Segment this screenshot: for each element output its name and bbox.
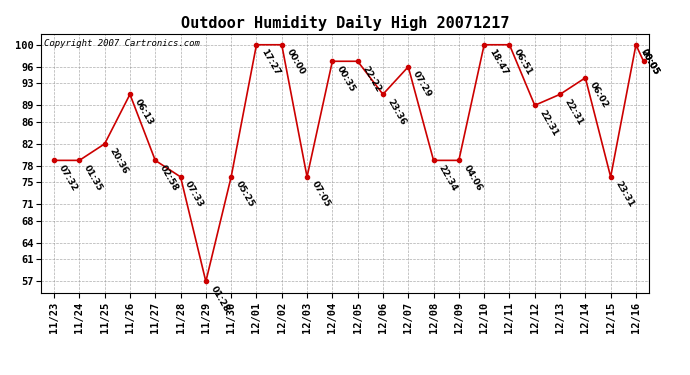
Text: 06:51: 06:51 — [512, 48, 534, 77]
Text: 20:36: 20:36 — [108, 147, 130, 176]
Text: Copyright 2007 Cartronics.com: Copyright 2007 Cartronics.com — [44, 39, 200, 48]
Text: 06:13: 06:13 — [132, 97, 155, 126]
Text: 07:05: 07:05 — [310, 180, 332, 209]
Text: 04:06: 04:06 — [462, 163, 484, 192]
Text: 01:28: 01:28 — [208, 284, 230, 314]
Text: 05:25: 05:25 — [234, 180, 256, 209]
Text: 18:47: 18:47 — [487, 48, 509, 77]
Text: 00:00: 00:00 — [284, 48, 306, 76]
Text: 06:02: 06:02 — [588, 81, 610, 110]
Text: 23:36: 23:36 — [386, 97, 408, 126]
Text: 07:32: 07:32 — [57, 163, 79, 192]
Text: 22:31: 22:31 — [538, 108, 560, 137]
Text: 07:29: 07:29 — [411, 69, 433, 99]
Text: 20:05: 20:05 — [639, 48, 661, 76]
Text: 22:22: 22:22 — [360, 64, 382, 93]
Text: 02:58: 02:58 — [158, 163, 180, 192]
Text: 07:33: 07:33 — [184, 180, 206, 209]
Text: 23:31: 23:31 — [613, 180, 635, 209]
Text: 00:05: 00:05 — [639, 48, 660, 76]
Text: 22:34: 22:34 — [436, 163, 458, 192]
Text: 01:35: 01:35 — [82, 163, 104, 192]
Text: 17:27: 17:27 — [259, 48, 282, 77]
Text: 00:35: 00:35 — [335, 64, 357, 93]
Text: 22:31: 22:31 — [563, 97, 585, 126]
Title: Outdoor Humidity Daily High 20071217: Outdoor Humidity Daily High 20071217 — [181, 15, 509, 31]
